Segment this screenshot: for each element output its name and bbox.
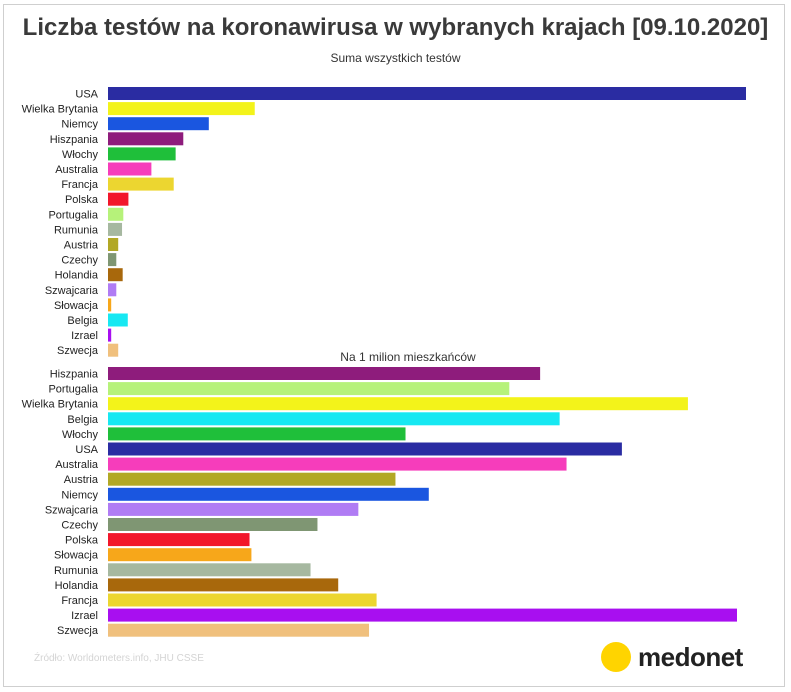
category-label: Izrael xyxy=(71,610,98,622)
category-label: Polska xyxy=(65,194,99,206)
bar-total-5 xyxy=(108,162,152,176)
category-label: Hiszpania xyxy=(50,369,99,381)
bar-total-12 xyxy=(108,268,123,282)
category-label: Izrael xyxy=(71,330,98,342)
bar-per-million-6 xyxy=(108,457,567,471)
category-label: Hiszpania xyxy=(50,134,99,146)
bar-per-million-5 xyxy=(108,442,622,456)
bar-total-4 xyxy=(108,147,176,161)
category-label: Niemcy xyxy=(61,119,98,131)
category-label: Szwecja xyxy=(57,625,99,637)
category-label: Słowacja xyxy=(54,300,99,312)
category-label: Belgia xyxy=(67,315,98,327)
category-label: Australia xyxy=(55,164,99,176)
category-label: Włochy xyxy=(62,429,99,441)
category-label: Słowacja xyxy=(54,550,99,562)
bar-total-6 xyxy=(108,177,174,191)
bar-total-8 xyxy=(108,207,124,221)
category-label: Belgia xyxy=(67,414,98,426)
category-label: Włochy xyxy=(62,149,99,161)
bar-total-13 xyxy=(108,283,117,297)
category-label: Austria xyxy=(64,474,99,486)
bar-per-million-2 xyxy=(108,397,688,411)
chart-subtitle-per-million: Na 1 milion mieszkańców xyxy=(340,350,476,364)
bar-per-million-16 xyxy=(108,608,737,622)
bar-total-0 xyxy=(108,87,746,100)
medonet-logo: medonet xyxy=(601,641,743,673)
bar-per-million-7 xyxy=(108,472,396,486)
category-label: Portugalia xyxy=(48,209,98,221)
bar-total-1 xyxy=(108,102,255,116)
bar-total-3 xyxy=(108,132,184,146)
bar-total-15 xyxy=(108,313,128,327)
bar-total-17 xyxy=(108,343,119,357)
logo-text: medonet xyxy=(638,641,743,672)
bar-per-million-9 xyxy=(108,502,359,516)
category-label: Australia xyxy=(55,459,99,471)
bar-per-million-13 xyxy=(108,563,311,577)
source-note: Źródło: Worldometers.info, JHU CSSE xyxy=(34,653,204,664)
bar-total-7 xyxy=(108,192,129,206)
bar-per-million-12 xyxy=(108,548,252,562)
category-label: Polska xyxy=(65,535,99,547)
bar-total-16 xyxy=(108,328,112,342)
category-label: Czechy xyxy=(61,255,98,267)
bar-per-million-15 xyxy=(108,593,377,607)
bar-per-million-1 xyxy=(108,382,510,396)
category-label: Rumunia xyxy=(54,565,99,577)
category-label: Austria xyxy=(64,240,99,252)
logo-dot-icon xyxy=(601,642,631,672)
category-label: Rumunia xyxy=(54,224,99,236)
category-label: USA xyxy=(75,89,98,101)
bar-total-9 xyxy=(108,222,123,236)
category-label: Szwajcaria xyxy=(45,285,99,297)
category-label: Francja xyxy=(61,595,99,607)
bar-per-million-4 xyxy=(108,427,406,441)
category-label: Szwajcaria xyxy=(45,504,99,516)
category-label: Niemcy xyxy=(61,489,98,501)
category-label: Wielka Brytania xyxy=(22,399,99,411)
bar-per-million-0 xyxy=(108,367,541,380)
chart-subtitle-total: Suma wszystkich testów xyxy=(330,51,461,65)
bar-per-million-3 xyxy=(108,412,560,426)
category-label: Holandia xyxy=(55,270,99,282)
bar-per-million-8 xyxy=(108,487,429,501)
bar-per-million-17 xyxy=(108,623,370,637)
bar-total-2 xyxy=(108,117,209,131)
category-label: Holandia xyxy=(55,580,99,592)
category-label: USA xyxy=(75,444,98,456)
category-label: Portugalia xyxy=(48,384,98,396)
bar-per-million-14 xyxy=(108,578,339,592)
bar-total-10 xyxy=(108,238,119,251)
category-label: Czechy xyxy=(61,520,98,532)
category-label: Francja xyxy=(61,179,99,191)
bar-per-million-11 xyxy=(108,533,250,547)
category-label: Wielka Brytania xyxy=(22,104,99,116)
chart-title: Liczba testów na koronawirusa w wybranyc… xyxy=(22,14,769,41)
bar-per-million-10 xyxy=(108,518,318,531)
bar-total-11 xyxy=(108,253,117,267)
category-label: Szwecja xyxy=(57,345,99,357)
bar-total-14 xyxy=(108,298,112,312)
